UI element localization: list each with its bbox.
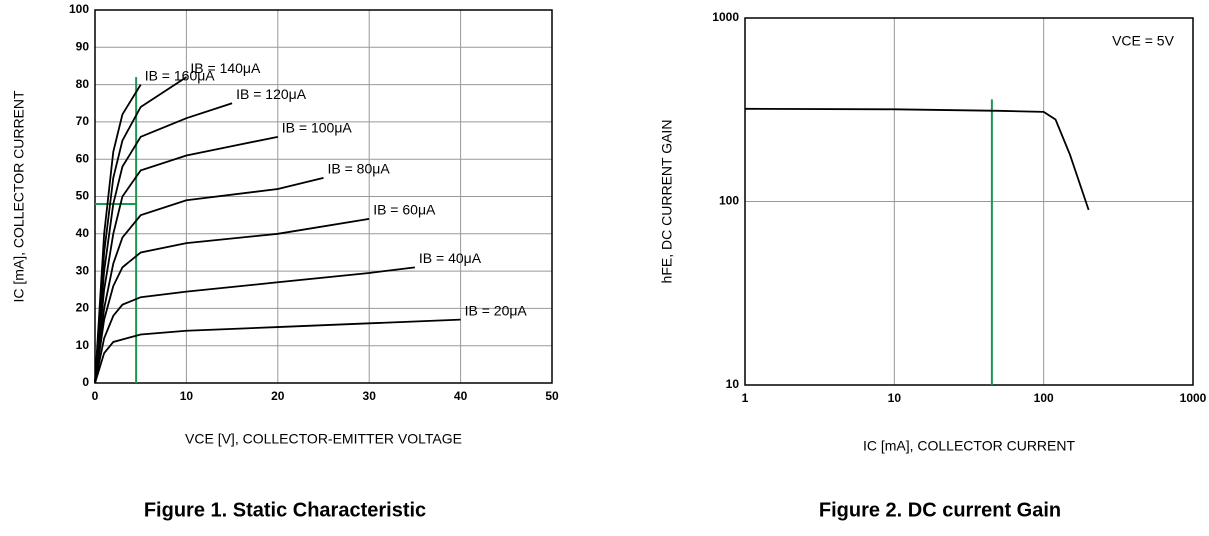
curve <box>94 266 416 384</box>
curve-label: IB = 20μA <box>465 302 528 318</box>
curve-label: IB = 40μA <box>419 250 482 266</box>
y-tick-label: 10 <box>76 338 90 352</box>
x-tick-label: 1000 <box>1180 391 1207 405</box>
x-tick-label: 50 <box>545 389 559 403</box>
y-tick-label: 70 <box>76 114 90 128</box>
plot-frame <box>744 17 1194 386</box>
curve <box>94 102 233 384</box>
curve <box>94 135 278 384</box>
y-axis-label: hFE, DC CURRENT GAIN <box>659 120 675 284</box>
x-tick-label: 10 <box>180 389 194 403</box>
annotation: VCE = 5V <box>1112 33 1175 49</box>
x-axis-label: IC [mA], COLLECTOR CURRENT <box>863 438 1076 454</box>
y-tick-label: 30 <box>76 263 90 277</box>
x-tick-label: 100 <box>1034 391 1054 405</box>
curve-label: IB = 120μA <box>236 86 307 102</box>
curve <box>744 107 1090 211</box>
y-tick-label: 80 <box>76 77 90 91</box>
curve <box>94 76 187 384</box>
figure-caption: Figure 2. DC current Gain <box>819 499 1061 521</box>
curve-label: IB = 80μA <box>328 161 391 177</box>
plot-frame <box>94 9 553 384</box>
curve-label: IB = 60μA <box>373 202 436 218</box>
y-tick-label: 10 <box>726 377 740 391</box>
figure-caption: Figure 1. Static Characteristic <box>144 499 426 521</box>
y-tick-label: 60 <box>76 151 90 165</box>
curve <box>94 318 461 384</box>
y-tick-label: 20 <box>76 301 90 315</box>
x-tick-label: 20 <box>271 389 285 403</box>
curve-label: IB = 140μA <box>190 60 261 76</box>
curve-label: IB = 160μA <box>145 67 216 83</box>
y-tick-label: 0 <box>82 375 89 389</box>
curve <box>94 217 370 384</box>
x-axis-label: VCE [V], COLLECTOR-EMITTER VOLTAGE <box>185 431 462 447</box>
y-tick-label: 40 <box>76 226 90 240</box>
y-tick-label: 100 <box>69 2 89 16</box>
x-tick-label: 30 <box>363 389 377 403</box>
y-tick-label: 90 <box>76 39 90 53</box>
y-tick-label: 1000 <box>712 10 739 24</box>
curve-label: IB = 100μA <box>282 120 353 136</box>
annotation-box <box>1101 26 1185 58</box>
x-tick-label: 0 <box>92 389 99 403</box>
y-tick-label: 50 <box>76 189 90 203</box>
y-tick-label: 100 <box>719 194 739 208</box>
y-axis-label: IC [mA], COLLECTOR CURRENT <box>11 90 27 303</box>
curve <box>94 176 324 384</box>
x-tick-label: 10 <box>888 391 902 405</box>
x-tick-label: 1 <box>742 391 749 405</box>
x-tick-label: 40 <box>454 389 468 403</box>
